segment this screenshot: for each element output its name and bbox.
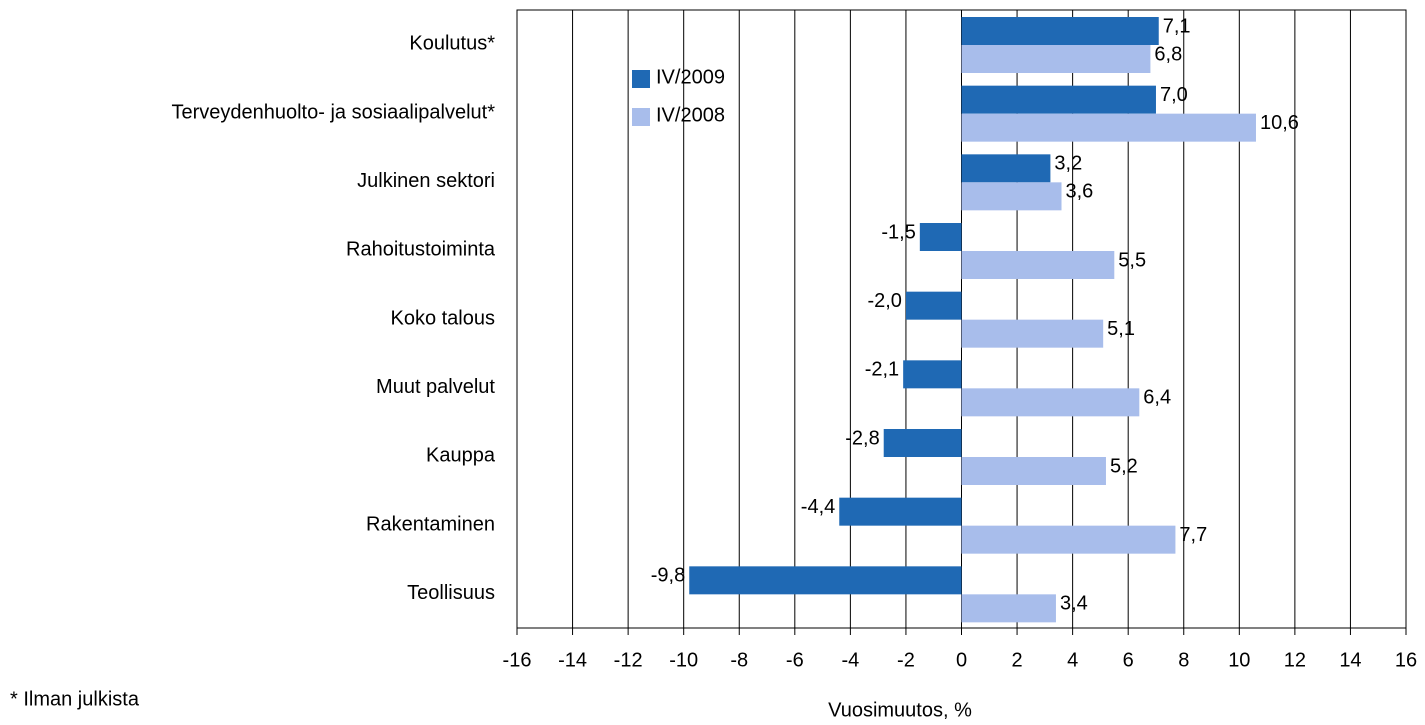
bar — [839, 497, 962, 526]
y-tick-label: Koulutus* — [409, 33, 495, 55]
value-label: 5,2 — [1110, 455, 1138, 477]
footnote: * Ilman julkista — [10, 688, 140, 710]
bar — [883, 429, 962, 457]
x-tick-label: -8 — [730, 649, 748, 671]
bar — [961, 251, 1115, 279]
value-label: 5,1 — [1107, 318, 1135, 340]
bar — [961, 525, 1176, 554]
value-label: -2,1 — [865, 359, 899, 381]
y-tick-label: Koko talous — [390, 307, 495, 329]
y-tick-label: Rakentaminen — [366, 513, 495, 535]
x-tick-label: -10 — [669, 649, 698, 671]
value-label: -2,8 — [845, 427, 879, 449]
x-tick-label: 16 — [1395, 649, 1417, 671]
y-tick-label: Muut palvelut — [376, 376, 495, 398]
x-tick-label: 4 — [1067, 649, 1078, 671]
x-tick-label: 2 — [1012, 649, 1023, 671]
y-tick-label: Terveydenhuolto- ja sosiaalipalvelut* — [171, 101, 495, 123]
bar — [961, 154, 1051, 183]
legend-label: IV/2008 — [656, 104, 725, 126]
x-tick-label: -16 — [503, 649, 532, 671]
bar — [689, 566, 962, 595]
legend-label: IV/2009 — [656, 66, 725, 88]
bar — [903, 360, 962, 389]
y-tick-label: Rahoitustoiminta — [346, 239, 496, 261]
value-label: 10,6 — [1260, 112, 1299, 134]
x-tick-label: 6 — [1123, 649, 1134, 671]
x-tick-label: -14 — [558, 649, 587, 671]
y-tick-label: Teollisuus — [407, 582, 495, 604]
legend-swatch — [632, 108, 650, 126]
bar — [961, 45, 1151, 73]
value-label: 6,8 — [1154, 43, 1182, 65]
value-label: -4,4 — [801, 496, 835, 518]
value-label: 6,4 — [1143, 387, 1171, 409]
value-label: 3,2 — [1054, 153, 1082, 175]
bar — [961, 319, 1104, 348]
x-tick-label: 12 — [1284, 649, 1306, 671]
y-tick-label: Julkinen sektori — [357, 170, 495, 192]
value-label: 7,7 — [1179, 524, 1207, 546]
value-label: -2,0 — [867, 290, 901, 312]
bar — [961, 85, 1156, 114]
x-axis-label: Vuosimuutos, % — [828, 699, 972, 721]
x-tick-label: -12 — [614, 649, 643, 671]
x-tick-label: -6 — [786, 649, 804, 671]
value-label: -9,8 — [651, 565, 685, 587]
bar — [961, 182, 1062, 211]
value-label: 7,1 — [1163, 15, 1191, 37]
value-label: 5,5 — [1118, 249, 1146, 271]
plot-border — [516, 9, 1407, 629]
bar — [961, 594, 1056, 623]
bar — [919, 223, 962, 251]
value-label: -1,5 — [881, 221, 915, 243]
x-tick-label: 10 — [1228, 649, 1250, 671]
bar — [905, 291, 962, 320]
x-tick-label: 8 — [1178, 649, 1189, 671]
x-tick-label: 0 — [956, 649, 967, 671]
bar — [961, 457, 1106, 485]
bar — [961, 388, 1140, 417]
value-label: 7,0 — [1160, 84, 1188, 106]
y-tick-label: Kauppa — [426, 445, 496, 467]
bar — [961, 17, 1159, 45]
bar — [961, 113, 1256, 142]
legend-swatch — [632, 70, 650, 88]
x-tick-label: -2 — [897, 649, 915, 671]
x-tick-label: 14 — [1339, 649, 1361, 671]
value-label: 3,6 — [1066, 181, 1094, 203]
value-label: 3,4 — [1060, 593, 1088, 615]
x-tick-label: -4 — [841, 649, 859, 671]
